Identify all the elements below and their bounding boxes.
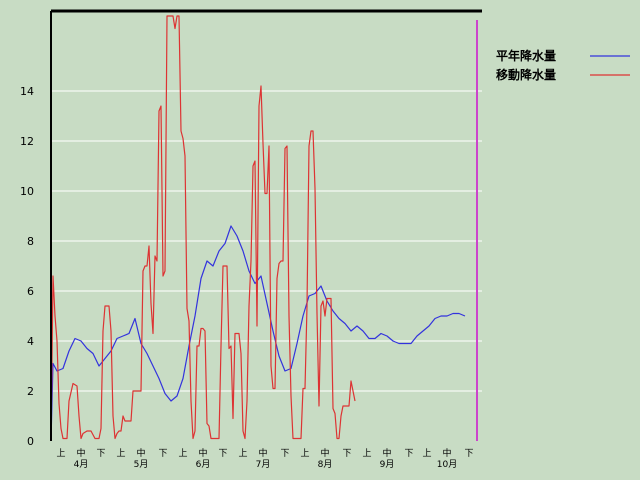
x-tick-label: 中: [320, 447, 329, 459]
x-tick-label: 上: [422, 448, 431, 459]
y-tick-label: 6: [27, 285, 34, 298]
x-month-label: 9月: [380, 459, 395, 470]
x-month-label: 6月: [196, 459, 211, 470]
y-tick-label: 4: [27, 335, 34, 348]
gridlines: [51, 90, 482, 392]
x-tick-label: 上: [238, 448, 247, 459]
x-month-label: 8月: [318, 459, 333, 470]
x-axis-tick-labels: 上中下上中下上中下上中下上中下上中下上中下4月 5月 6月 7月 8月 9月 10月: [56, 447, 473, 470]
legend: 平年降水量 移動降水量: [496, 48, 630, 82]
y-tick-label: 10: [20, 185, 34, 198]
x-tick-label: 中: [258, 447, 267, 459]
x-tick-label: 下: [218, 449, 227, 459]
x-tick-label: 下: [96, 449, 105, 459]
x-month-label: 5月: [134, 459, 149, 470]
series-line-normal-precipitation: [50, 225, 466, 442]
y-tick-label: 12: [20, 135, 34, 148]
y-tick-label: 0: [27, 435, 34, 448]
x-tick-label: 中: [382, 447, 391, 459]
y-tick-label: 8: [27, 235, 34, 248]
x-tick-label: 上: [116, 448, 125, 459]
x-tick-label: 上: [56, 448, 65, 459]
legend-label-normal-precipitation: 平年降水量: [496, 48, 556, 63]
x-month-label: 10月: [437, 459, 457, 470]
series-lines: [50, 15, 466, 442]
y-axis-tick-labels: 0 2 4 6 8 10 12 14: [20, 85, 34, 448]
x-tick-label: 上: [300, 448, 309, 459]
y-tick-label: 2: [27, 385, 34, 398]
x-month-label: 4月: [74, 459, 89, 470]
x-tick-label: 下: [280, 449, 289, 459]
x-tick-label: 中: [76, 447, 85, 459]
x-tick-label: 中: [198, 447, 207, 459]
y-tick-label: 14: [20, 85, 34, 98]
x-tick-label: 上: [178, 448, 187, 459]
x-tick-label: 中: [442, 447, 451, 459]
x-tick-label: 上: [362, 448, 371, 459]
x-tick-label: 下: [464, 449, 473, 459]
legend-label-moving-precipitation: 移動降水量: [496, 67, 556, 82]
x-tick-label: 中: [136, 447, 145, 459]
x-month-label: 7月: [256, 459, 271, 470]
x-tick-label: 下: [158, 449, 167, 459]
x-tick-label: 下: [342, 449, 351, 459]
series-line-moving-precipitation: [50, 15, 356, 442]
x-tick-label: 下: [404, 449, 413, 459]
